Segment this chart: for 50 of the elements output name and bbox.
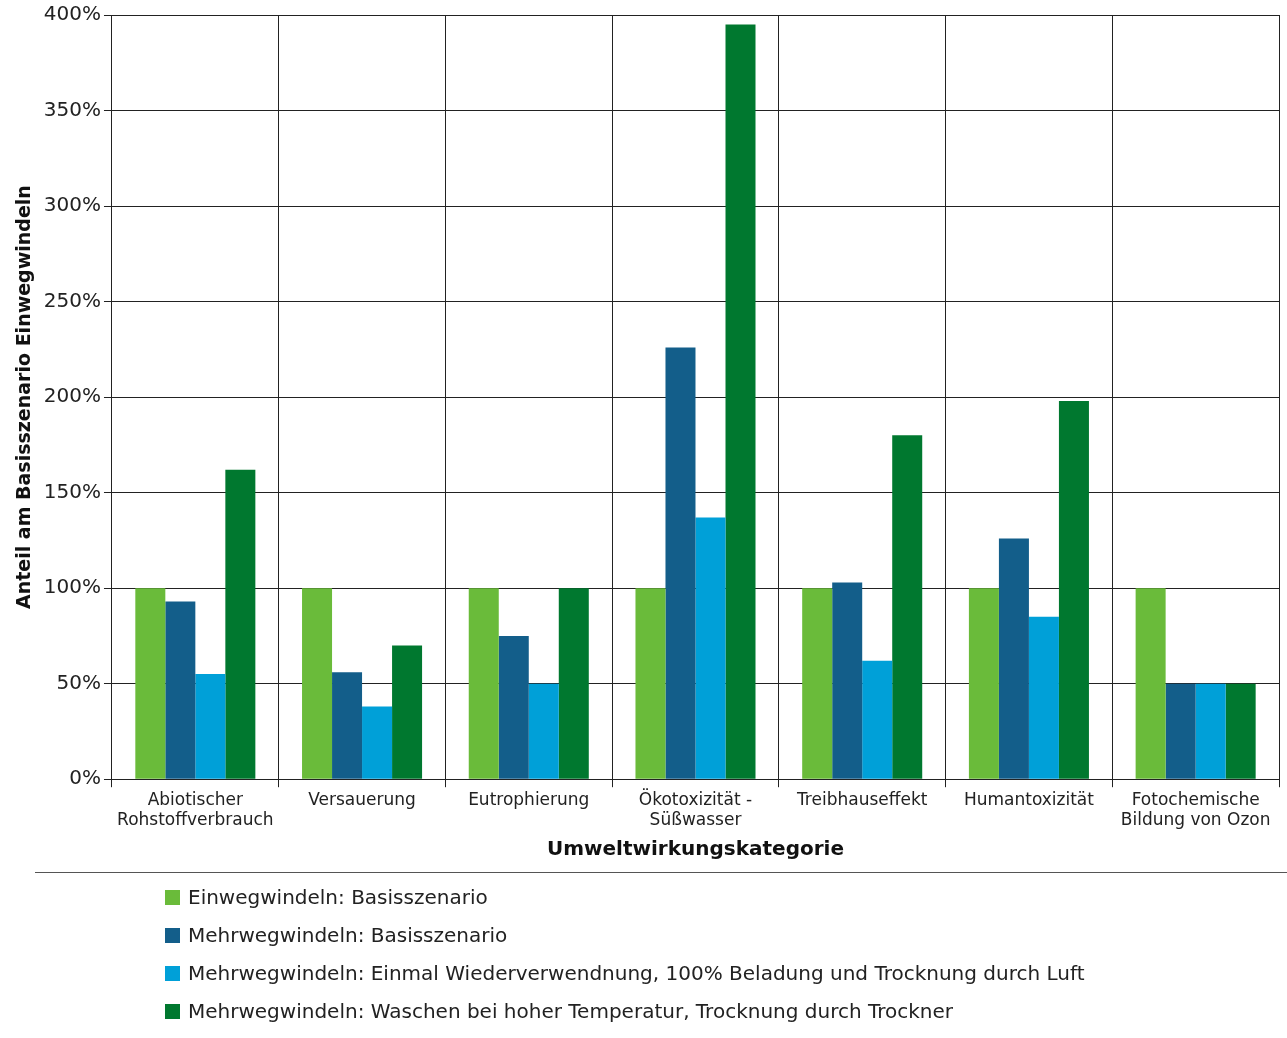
y-tick-label: 50% [56,669,101,694]
y-tick-label: 200% [43,383,101,408]
bar [135,588,166,779]
y-axis-title: Anteil am Basisszenario Einwegwindeln [12,185,35,610]
y-tick-label: 100% [43,574,101,599]
bar [468,588,499,779]
y-tick-label: 0% [69,765,101,790]
x-tick-label: Versauerung [308,788,416,809]
y-tick-label: 300% [43,192,101,217]
y-tick-label: 150% [43,478,101,503]
bar [635,588,666,779]
bar [968,588,999,779]
legend-label: Mehrwegwindeln: Einmal Wiederverwendnung, 100% Beladung und Trocknung durch Luft [188,961,1085,985]
bar [225,469,256,779]
bar [1165,683,1196,779]
y-tick-label: 250% [43,287,101,312]
bar [1135,588,1166,779]
bar [892,435,923,779]
bar [998,538,1029,779]
legend-label: Mehrwegwindeln: Waschen bei hoher Temperatur, Trocknung durch Trockner [188,999,954,1023]
bar [802,588,833,779]
bar [725,24,756,779]
bar [498,635,529,779]
bar [1195,683,1226,779]
bar [165,601,196,779]
bar [862,660,893,779]
x-tick-label: Eutrophierung [468,788,590,809]
legend-label: Mehrwegwindeln: Basisszenario [188,923,508,947]
x-axis-title: Umweltwirkungskategorie [546,836,844,861]
x-tick-label: Treibhauseffekt [795,788,928,809]
bar [332,672,363,779]
bar [392,645,423,779]
bar [362,706,393,779]
x-tick-label: Abiotischer Rohstoffverbrauch [117,788,274,830]
bar [195,674,226,779]
y-tick-label: 400% [43,1,101,26]
legend-label: Einwegwindeln: Basisszenario [188,885,488,909]
bar [832,582,863,779]
bar [558,588,589,779]
bar [665,347,696,779]
bar [1225,683,1256,779]
bar [302,588,333,779]
bar [695,517,726,779]
bar [1058,400,1089,779]
bar [528,683,559,779]
x-tick-label: Humantoxizität [963,788,1095,809]
x-tick-label: Fotochemische Bildung von Ozon [1120,788,1271,830]
x-tick-label: Ökotoxizität - Süßwasser [638,787,753,830]
bar [1028,616,1059,779]
y-tick-label: 350% [43,96,101,121]
